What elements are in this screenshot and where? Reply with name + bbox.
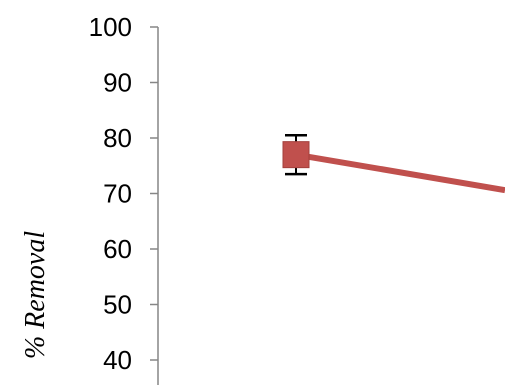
series-segment bbox=[295, 151, 505, 194]
y-tick-label-100: 100 bbox=[89, 12, 132, 42]
y-tick-label-80: 80 bbox=[103, 123, 132, 153]
y-axis-ticks: 100 90 80 70 60 50 40 bbox=[89, 12, 158, 375]
y-axis-title: % Removal bbox=[20, 231, 51, 360]
y-tick-label-90: 90 bbox=[103, 68, 132, 98]
y-tick-label-40: 40 bbox=[103, 345, 132, 375]
data-point-marker bbox=[282, 141, 310, 169]
y-tick-label-50: 50 bbox=[103, 290, 132, 320]
y-tick-label-70: 70 bbox=[103, 179, 132, 209]
series-line bbox=[282, 133, 505, 194]
y-tick-label-60: 60 bbox=[103, 234, 132, 264]
